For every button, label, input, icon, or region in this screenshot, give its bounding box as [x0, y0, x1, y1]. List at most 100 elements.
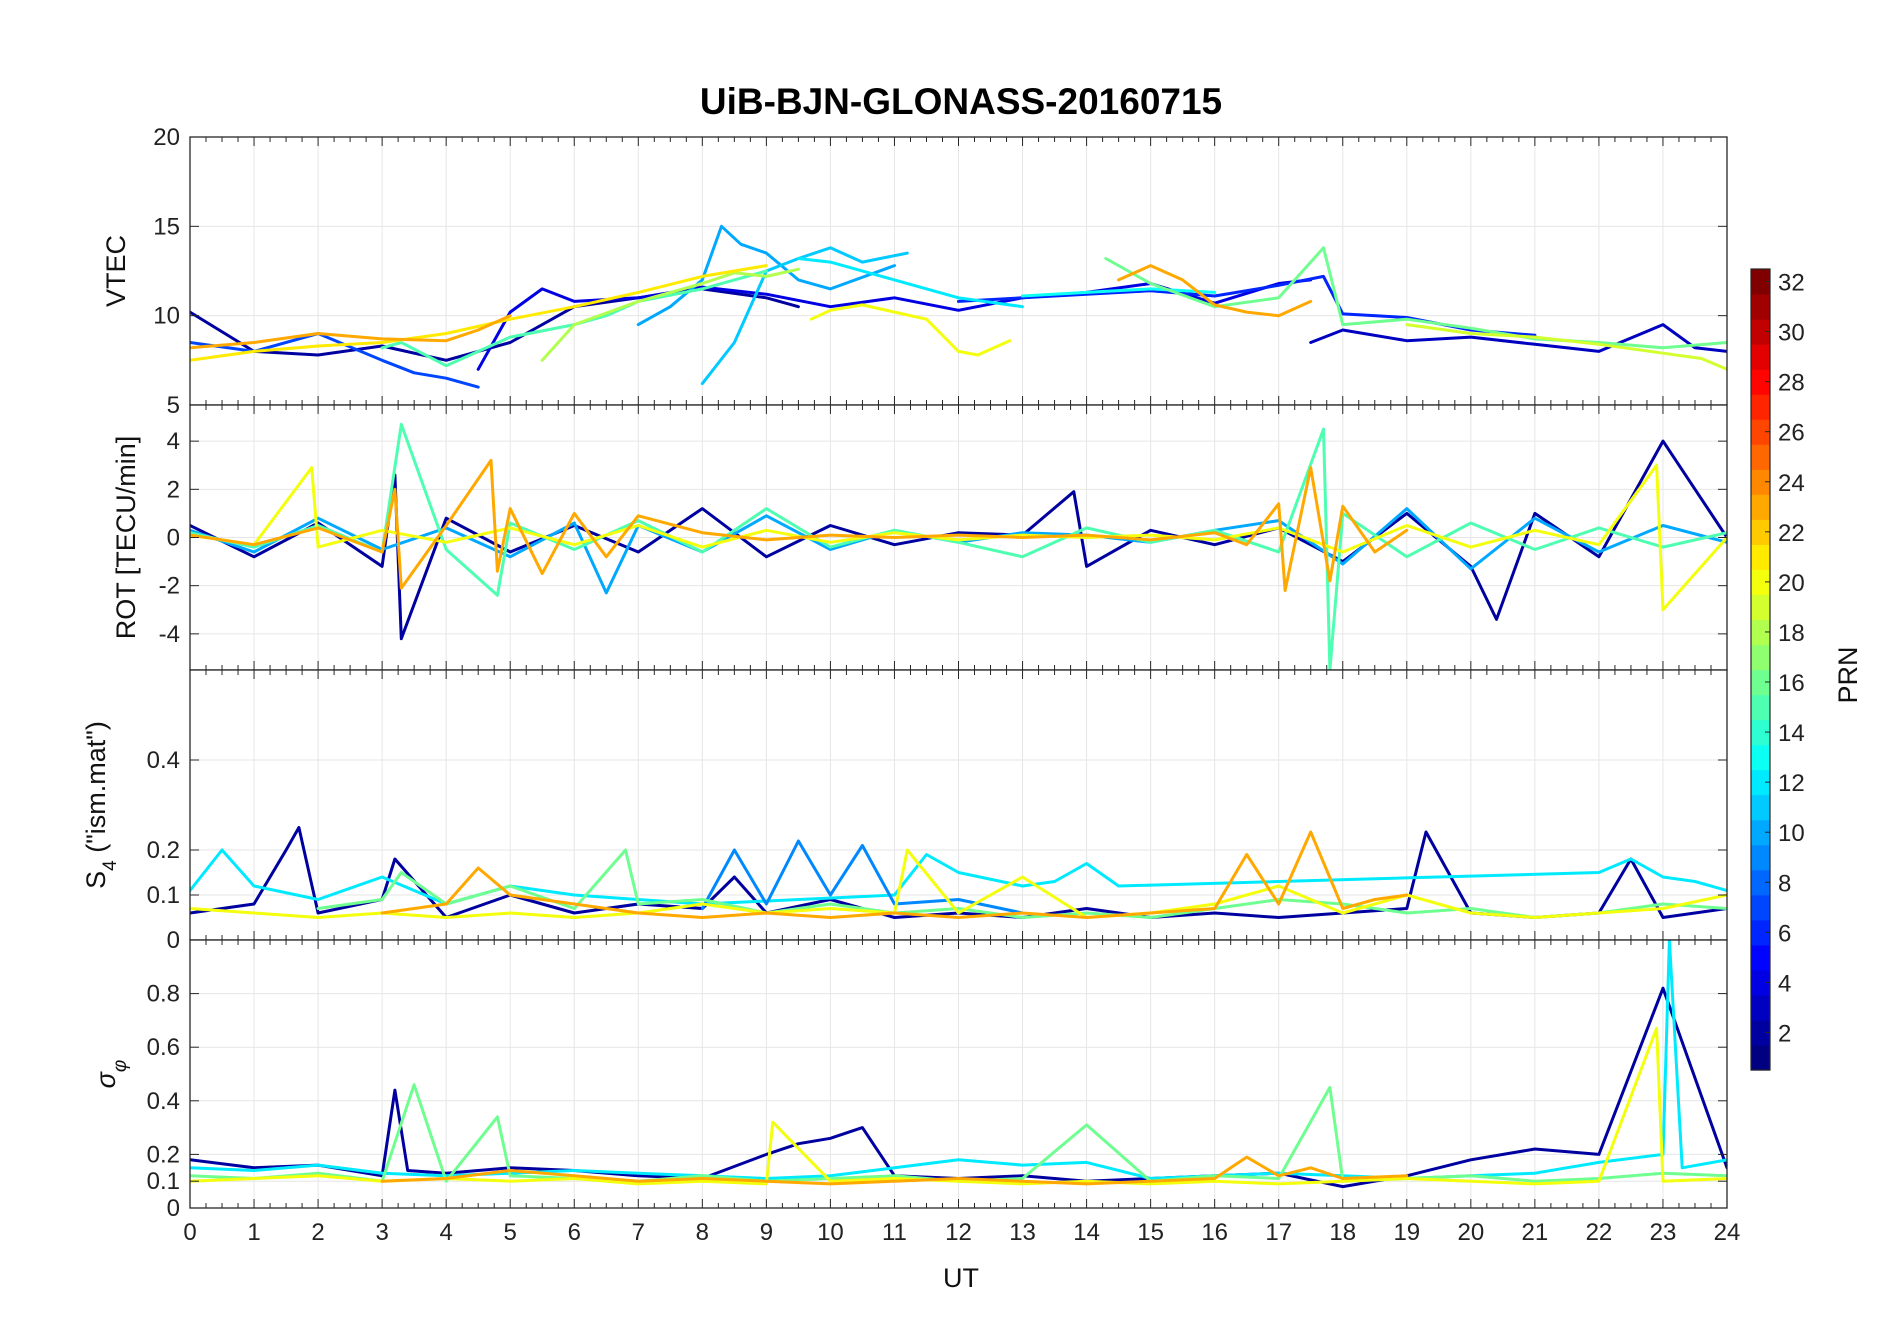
x-tick-label: 0 [183, 1219, 196, 1246]
colorbar-tick-label: 18 [1778, 620, 1805, 647]
trace-prn-16 [316, 848, 1727, 919]
colorbar-band [1751, 669, 1770, 696]
x-tick-label: 12 [945, 1219, 972, 1246]
colorbar-band [1751, 419, 1770, 445]
colorbar-band [1751, 919, 1770, 946]
y-tick-label: 0.2 [147, 837, 180, 864]
x-tick-label: 23 [1650, 1219, 1677, 1246]
x-tick-label: 8 [696, 1219, 709, 1246]
traces [190, 422, 1727, 670]
trace-prn-23 [380, 830, 1409, 919]
x-tick-label: 21 [1522, 1219, 1549, 1246]
x-tick-label: 9 [760, 1219, 773, 1246]
x-tick-label: 11 [882, 1219, 907, 1246]
x-tick-label: 17 [1265, 1219, 1292, 1246]
x-tick-label: 10 [817, 1219, 844, 1246]
colorbar-band [1751, 394, 1770, 420]
colorbar-tick-label: 14 [1778, 720, 1805, 747]
colorbar-band [1751, 869, 1770, 896]
y-tick-label: 0 [167, 1195, 180, 1222]
colorbar-band [1751, 1019, 1770, 1046]
colorbar-tick-label: 22 [1778, 520, 1805, 547]
y-tick-label: 0.8 [147, 981, 180, 1008]
y-tick-label: 0.6 [147, 1034, 180, 1061]
x-tick-label: 1 [247, 1219, 260, 1246]
colorbar-band [1751, 444, 1770, 470]
trace-prn-23 [380, 1155, 1409, 1186]
x-tick-label: 13 [1009, 1219, 1036, 1246]
colorbar-frame [1750, 268, 1771, 1071]
trace-prn-23 [190, 458, 1409, 592]
colorbar-tick-label: 24 [1778, 470, 1805, 497]
colorbar-band [1751, 969, 1770, 996]
x-tick-label: 14 [1073, 1219, 1100, 1246]
colorbar-tick-label: 2 [1778, 1020, 1791, 1047]
colorbar-band [1751, 594, 1770, 621]
y-tick-label: 15 [153, 213, 180, 240]
trace-prn-20 [809, 303, 1012, 357]
colorbar-tick-label: 32 [1778, 270, 1805, 297]
y-tick-label: 0 [167, 927, 180, 954]
colorbar-band [1751, 294, 1770, 320]
x-tick-label: 3 [375, 1219, 388, 1246]
panel-S4: 0 0.1 0.2 0.4 S4 ("ism.mat") [81, 669, 1728, 954]
trace-prn-12 [190, 848, 1727, 906]
y-tick-label: -2 [159, 573, 180, 600]
colorbar-band [1751, 319, 1770, 345]
colorbar-band [1751, 519, 1770, 545]
colorbar-band [1751, 569, 1770, 596]
y-tick-label: 10 [153, 303, 180, 330]
y-tick-label: -4 [159, 621, 180, 648]
colorbar-band [1751, 894, 1770, 921]
y-axis-label: VTEC [101, 235, 131, 307]
colorbar-band [1751, 269, 1770, 295]
colorbar-band [1751, 644, 1770, 671]
trace-prn-23 [190, 314, 512, 350]
colorbar-tick-label: 4 [1778, 970, 1791, 997]
x-tick-label: 22 [1586, 1219, 1613, 1246]
y-tick-label: 20 [153, 124, 180, 151]
trace-prn-20 [190, 848, 1727, 919]
x-tick-label: 16 [1201, 1219, 1228, 1246]
trace-prn-2 [190, 439, 1727, 641]
colorbar-band [1751, 494, 1770, 520]
y-tick-label: 2 [167, 476, 180, 503]
x-tick-label: 4 [439, 1219, 452, 1246]
y-tick-label: 0.2 [147, 1141, 180, 1168]
trace-prn-9 [700, 839, 1024, 915]
colorbar-band [1751, 694, 1770, 721]
colorbar-band [1751, 719, 1770, 746]
colorbar-tick-label: 12 [1778, 770, 1805, 797]
x-tick-label: 15 [1137, 1219, 1164, 1246]
trace-prn-18 [540, 267, 800, 362]
trace-prn-10 [636, 224, 896, 327]
colorbar-band [1751, 1044, 1770, 1071]
trace-prn-12 [796, 257, 1024, 309]
trace-prn-20 [190, 463, 1727, 612]
trace-prn-2 [190, 287, 800, 362]
colorbar-band [1751, 544, 1770, 570]
trace-prn-19 [1405, 323, 1727, 371]
colorbar-band [1751, 794, 1770, 821]
colorbar-band [1751, 944, 1770, 971]
y-axis-label: ROT [TECU/min] [111, 436, 141, 640]
x-tick-label: 6 [568, 1219, 581, 1246]
colorbar-tick-label: 26 [1778, 420, 1805, 447]
trace-prn-20 [190, 1026, 1727, 1186]
traces [190, 224, 1727, 389]
y-tick-label: 0 [167, 525, 180, 552]
colorbar-tick-label: 16 [1778, 670, 1805, 697]
chart-title: UiB-BJN-GLONASS-20160715 [700, 81, 1222, 122]
y-axis-label: σφ [91, 1060, 131, 1089]
trace-prn-2 [190, 986, 1727, 1189]
colorbar-band [1751, 344, 1770, 370]
x-axis-label: UT [943, 1263, 979, 1293]
y-tick-label: 0.4 [147, 747, 180, 774]
y-axis-label: S4 ("ism.mat") [81, 721, 121, 889]
colorbar-band [1751, 619, 1770, 646]
x-tick-label: 24 [1714, 1219, 1741, 1246]
y-tick-label: 4 [167, 428, 180, 455]
